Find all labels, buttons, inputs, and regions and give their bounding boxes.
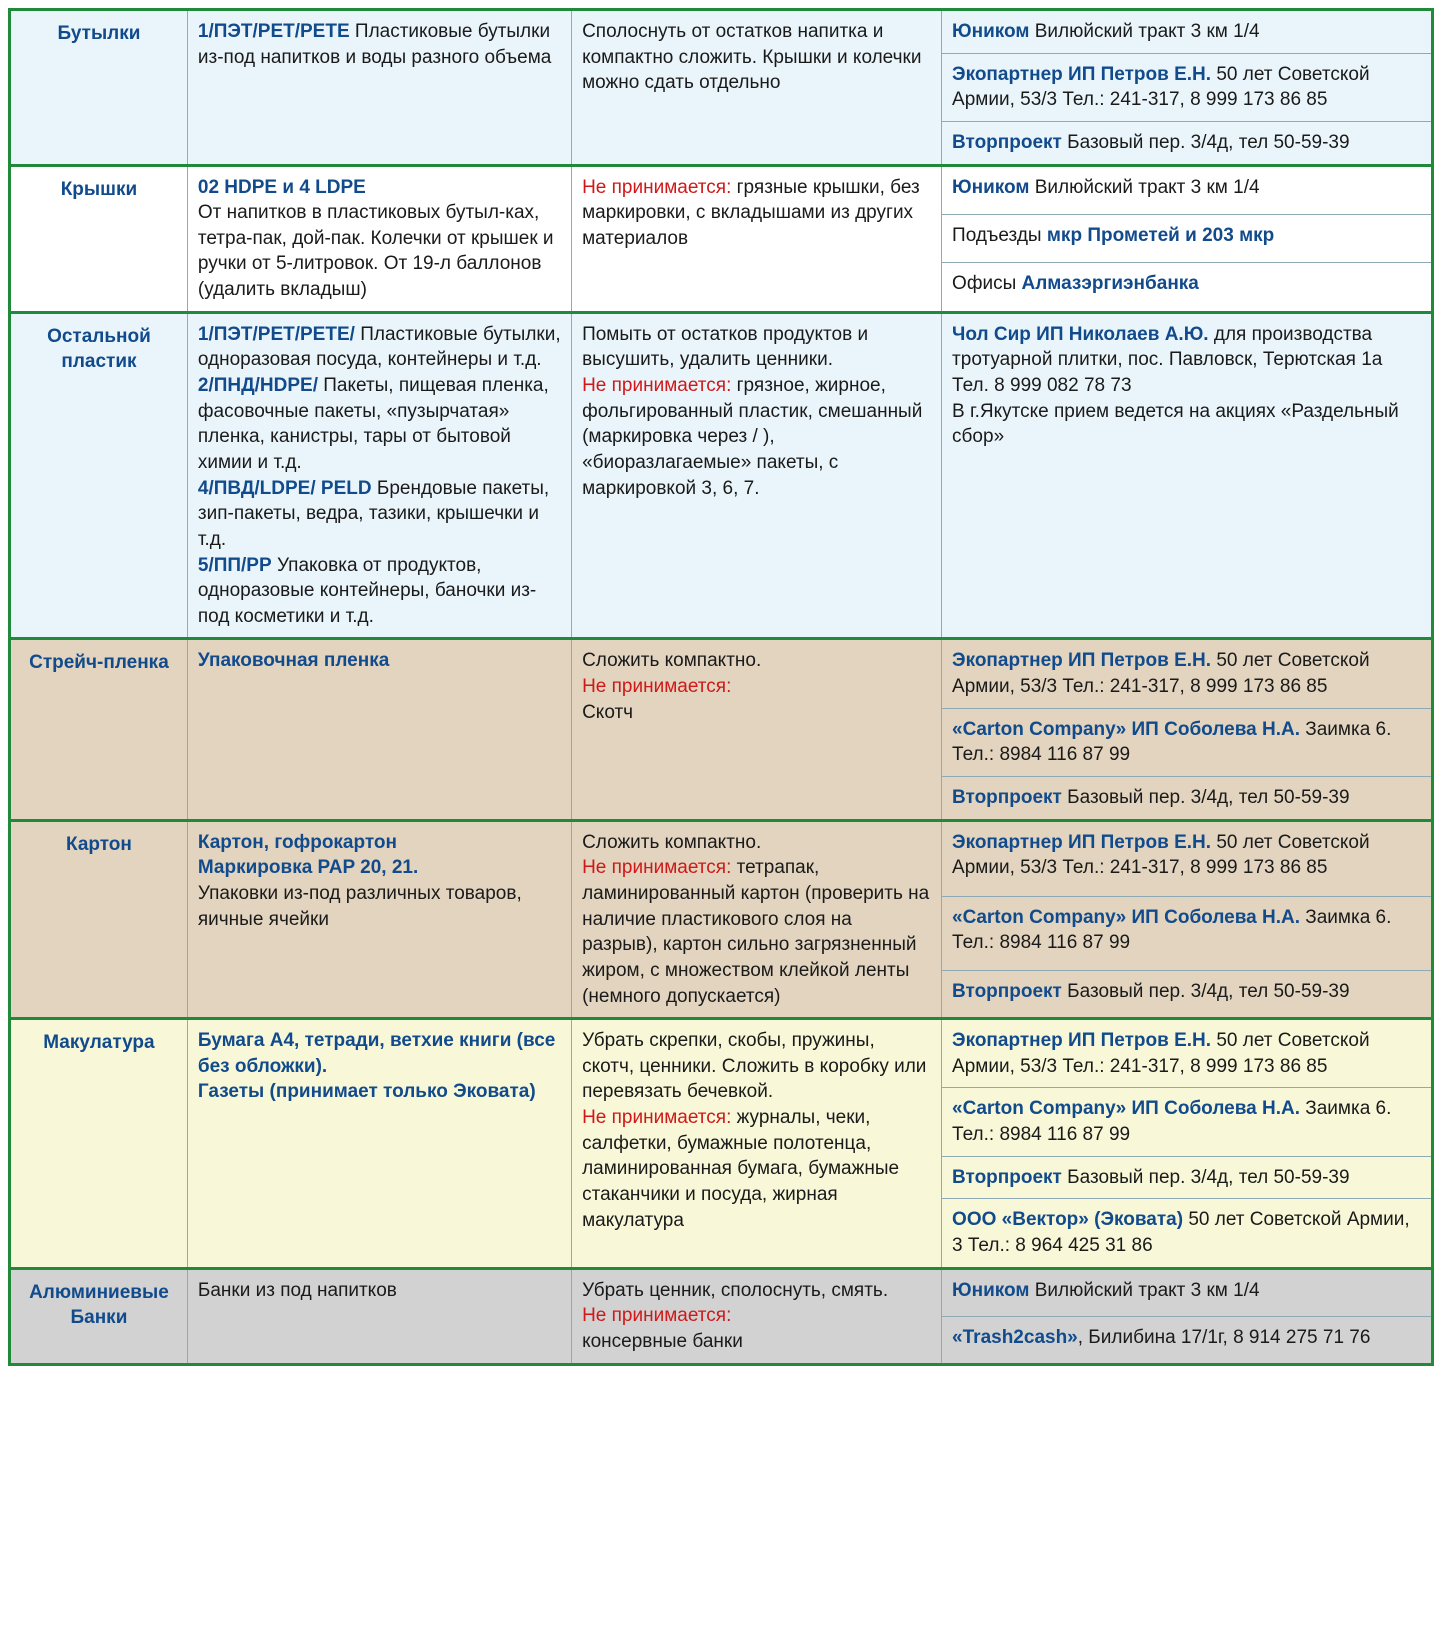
- location-cell: Вторпроект Базовый пер. 3/4д, тел 50-59-…: [942, 1156, 1433, 1199]
- description-cell: 1/ПЭТ/PET/PETE Пластиковые бутылки из-по…: [187, 10, 571, 166]
- description-cell: Банки из под напитков: [187, 1268, 571, 1364]
- bold-term: 1/ПЭТ/PET/PETE/: [198, 324, 355, 345]
- recycling-table: Бутылки1/ПЭТ/PET/PETE Пластиковые бутылк…: [8, 8, 1434, 1366]
- table-row: КартонКартон, гофрокартонМаркировка PAP …: [10, 820, 1433, 896]
- location-cell: «Carton Company» ИП Соболева Н.А. Заимка…: [942, 708, 1433, 776]
- bold-term: Экопартнер ИП Петров Е.Н.: [952, 64, 1211, 85]
- not-accepted-label: Не принимается:: [582, 177, 731, 198]
- bold-term: Экопартнер ИП Петров Е.Н.: [952, 832, 1211, 853]
- category-cell: Бутылки: [10, 10, 188, 166]
- bold-term: Юником: [952, 21, 1029, 42]
- category-cell: Макулатура: [10, 1019, 188, 1268]
- location-cell: Экопартнер ИП Петров Е.Н. 50 лет Советск…: [942, 53, 1433, 121]
- table-row: Стрейч-пленкаУпаковочная пленкаСложить к…: [10, 639, 1433, 708]
- bold-term: 5/ПП/PP: [198, 555, 272, 576]
- not-accepted-label: Не принимается:: [582, 1107, 731, 1128]
- bold-term: «Carton Company» ИП Соболева Н.А.: [952, 1098, 1300, 1119]
- preparation-cell: Сложить компактно.Не принимается:Скотч: [572, 639, 942, 820]
- table-row: Крышки02 HDPE и 4 LDPEОт напитков в плас…: [10, 165, 1433, 214]
- preparation-cell: Сполоснуть от остатков напитка и компакт…: [572, 10, 942, 166]
- location-cell: «Trash2cash», Билибина 17/1г, 8 914 275 …: [942, 1316, 1433, 1364]
- bold-term: «Carton Company» ИП Соболева Н.А.: [952, 719, 1300, 740]
- bold-term: Юником: [952, 177, 1029, 198]
- description-cell: Картон, гофрокартон Маркировка PAP 20, 21…: [187, 820, 571, 1018]
- category-cell: Остальной пластик: [10, 312, 188, 639]
- category-cell: Картон: [10, 820, 188, 1018]
- category-cell: Алюминиевые Банки: [10, 1268, 188, 1364]
- description-cell: Упаковочная пленка: [187, 639, 571, 820]
- location-cell: Офисы Алмазэргиэнбанка: [942, 263, 1433, 312]
- not-accepted-label: Не принимается:: [582, 375, 731, 396]
- not-accepted-label: Не принимается:: [582, 676, 731, 697]
- bold-term: Алмазэргиэнбанка: [1022, 273, 1199, 294]
- bold-term: 2/ПНД/HDPE/: [198, 375, 318, 396]
- location-cell: Юником Вилюйский тракт 3 км 1/4: [942, 165, 1433, 214]
- location-cell: Вторпроект Базовый пер. 3/4д, тел 50-59-…: [942, 121, 1433, 165]
- not-accepted-label: Не принимается:: [582, 857, 731, 878]
- location-cell: Экопартнер ИП Петров Е.Н. 50 лет Советск…: [942, 820, 1433, 896]
- location-cell: Экопартнер ИП Петров Е.Н. 50 лет Советск…: [942, 1019, 1433, 1088]
- bold-term: Бумага А4, тетради, ветхие книги (все бе…: [198, 1030, 555, 1077]
- bold-term: мкр Прометей и 203 мкр: [1047, 225, 1274, 246]
- bold-term: Картон, гофрокартон: [198, 832, 397, 853]
- bold-term: Экопартнер ИП Петров Е.Н.: [952, 1030, 1211, 1051]
- location-cell: «Carton Company» ИП Соболева Н.А. Заимка…: [942, 1088, 1433, 1156]
- bold-term: Упаковочная пленка: [198, 650, 389, 671]
- location-cell: Юником Вилюйский тракт 3 км 1/4: [942, 1268, 1433, 1316]
- bold-term: Экопартнер ИП Петров Е.Н.: [952, 650, 1211, 671]
- bold-term: «Trash2cash»: [952, 1327, 1078, 1348]
- category-cell: Крышки: [10, 165, 188, 312]
- bold-term: Вторпроект: [952, 787, 1062, 808]
- description-cell: Бумага А4, тетради, ветхие книги (все бе…: [187, 1019, 571, 1268]
- bold-term: ООО «Вектор» (Эковата): [952, 1209, 1183, 1230]
- table-row: Алюминиевые БанкиБанки из под напитковУб…: [10, 1268, 1433, 1316]
- bold-term: Чол Сир ИП Николаев А.Ю.: [952, 324, 1209, 345]
- table-row: Бутылки1/ПЭТ/PET/PETE Пластиковые бутылк…: [10, 10, 1433, 54]
- preparation-cell: Сложить компактно.Не принимается: тетрап…: [572, 820, 942, 1018]
- bold-term: Газеты (принимает только Эковата): [198, 1081, 536, 1102]
- location-cell: Экопартнер ИП Петров Е.Н. 50 лет Советск…: [942, 639, 1433, 708]
- bold-term: 02 HDPE и 4 LDPE: [198, 177, 366, 198]
- location-cell: ООО «Вектор» (Эковата) 50 лет Советской …: [942, 1199, 1433, 1268]
- bold-term: «Carton Company» ИП Соболева Н.А.: [952, 907, 1300, 928]
- category-cell: Стрейч-пленка: [10, 639, 188, 820]
- table-row: МакулатураБумага А4, тетради, ветхие кни…: [10, 1019, 1433, 1088]
- location-cell: Вторпроект Базовый пер. 3/4д, тел 50-59-…: [942, 777, 1433, 821]
- bold-term: Вторпроект: [952, 1167, 1062, 1188]
- bold-term: Маркировка PAP 20, 21.: [198, 857, 418, 878]
- location-cell: Чол Сир ИП Николаев А.Ю. для производств…: [942, 312, 1433, 639]
- bold-term: Вторпроект: [952, 132, 1062, 153]
- bold-term: 1/ПЭТ/PET/PETE: [198, 21, 350, 42]
- bold-term: Юником: [952, 1280, 1029, 1301]
- location-cell: «Carton Company» ИП Соболева Н.А. Заимка…: [942, 896, 1433, 971]
- location-cell: Вторпроект Базовый пер. 3/4д, тел 50-59-…: [942, 971, 1433, 1019]
- preparation-cell: Помыть от остатков продуктов и высушить,…: [572, 312, 942, 639]
- bold-term: 4/ПВД/LDPE/ PELD: [198, 478, 372, 499]
- description-cell: 02 HDPE и 4 LDPEОт напитков в пластиковы…: [187, 165, 571, 312]
- not-accepted-label: Не принимается:: [582, 1305, 731, 1326]
- location-cell: Подъезды мкр Прометей и 203 мкр: [942, 215, 1433, 263]
- bold-term: Вторпроект: [952, 981, 1062, 1002]
- description-cell: 1/ПЭТ/PET/PETE/ Пластиковые бутылки, одн…: [187, 312, 571, 639]
- location-cell: Юником Вилюйский тракт 3 км 1/4: [942, 10, 1433, 54]
- preparation-cell: Не принимается: грязные крышки, без марк…: [572, 165, 942, 312]
- preparation-cell: Убрать скрепки, скобы, пружины, скотч, ц…: [572, 1019, 942, 1268]
- table-row: Остальной пластик 1/ПЭТ/PET/PETE/ Пласти…: [10, 312, 1433, 639]
- preparation-cell: Убрать ценник, сполоснуть, смять.Не прин…: [572, 1268, 942, 1364]
